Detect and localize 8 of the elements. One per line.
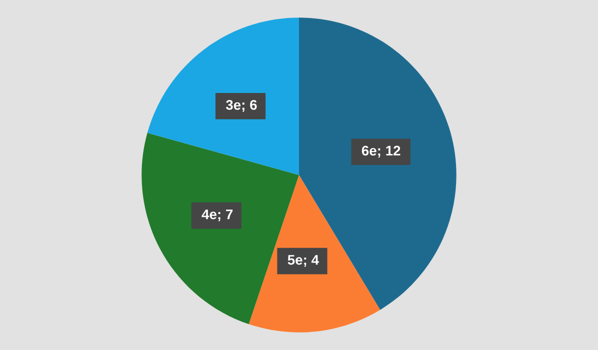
slice-label: 3e <box>226 100 241 110</box>
slice-label: 5e <box>288 255 302 265</box>
slice-label: 6e <box>362 146 376 156</box>
data-label: ; 12 <box>378 146 400 158</box>
data-label: ; 4 <box>304 255 319 267</box>
data-label: ; 6 <box>242 100 257 112</box>
slice-label: 4e <box>202 210 216 220</box>
data-label: ; 7 <box>218 210 233 222</box>
